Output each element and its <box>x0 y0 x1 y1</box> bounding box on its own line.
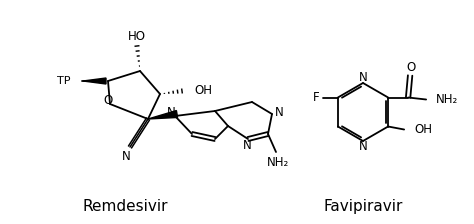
Text: OH: OH <box>414 123 432 136</box>
Text: NH₂: NH₂ <box>267 155 289 168</box>
Text: N: N <box>359 140 367 153</box>
Polygon shape <box>83 78 106 84</box>
Text: Favipiravir: Favipiravir <box>323 198 403 213</box>
Text: Remdesivir: Remdesivir <box>82 198 168 213</box>
Text: O: O <box>103 93 113 106</box>
Text: NH₂: NH₂ <box>436 93 458 106</box>
Text: N: N <box>167 106 175 118</box>
Text: N: N <box>274 106 283 118</box>
Text: O: O <box>407 61 416 74</box>
Text: OH: OH <box>194 84 212 97</box>
Text: N: N <box>122 149 130 162</box>
Text: TP: TP <box>57 76 71 86</box>
Polygon shape <box>148 111 178 119</box>
Text: N: N <box>243 138 251 151</box>
Text: HO: HO <box>128 30 146 43</box>
Text: F: F <box>312 91 319 104</box>
Text: N: N <box>359 71 367 84</box>
